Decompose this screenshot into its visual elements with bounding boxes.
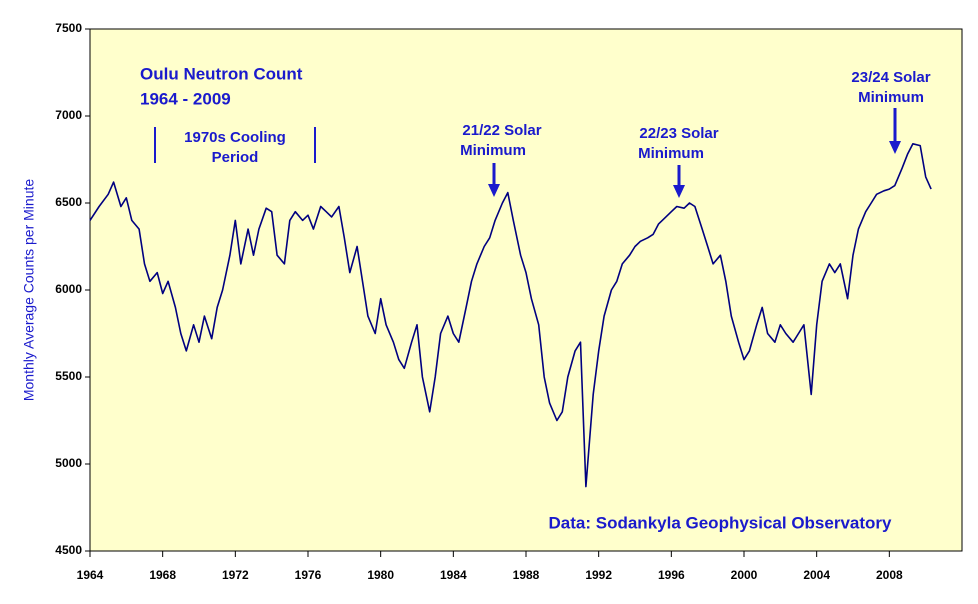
y-tick-label: 7500 bbox=[55, 21, 82, 35]
y-tick-label: 6500 bbox=[55, 195, 82, 209]
arrow-head bbox=[889, 141, 901, 154]
x-tick-label: 1988 bbox=[513, 568, 540, 582]
x-tick-label: 1976 bbox=[295, 568, 322, 582]
chart-title: Oulu Neutron Count bbox=[140, 64, 303, 83]
annotation: 23/24 Solar bbox=[851, 69, 930, 86]
x-tick-label: 1980 bbox=[367, 568, 394, 582]
arrow-head bbox=[488, 184, 500, 197]
x-tick-label: 1984 bbox=[440, 568, 467, 582]
marks: 4500 5000 5500 6000 6500 7000 7500 1964 1968 1972… bbox=[55, 21, 932, 582]
x-tick-label: 1972 bbox=[222, 568, 249, 582]
x-tick-label: 2008 bbox=[876, 568, 903, 582]
source-note: Data: Sodankyla Geophysical Observatory bbox=[549, 513, 893, 532]
annotation: 22/23 Solar bbox=[639, 125, 718, 142]
x-tick-label: 2000 bbox=[731, 568, 758, 582]
annotation: Minimum bbox=[460, 142, 526, 159]
plot-area bbox=[89, 28, 963, 552]
y-tick-label: 7000 bbox=[55, 108, 82, 122]
annotation: 21/22 Solar bbox=[462, 122, 541, 139]
annotation: Minimum bbox=[638, 145, 704, 162]
arrow-head bbox=[673, 185, 685, 198]
x-tick-label: 1996 bbox=[658, 568, 685, 582]
y-tick-label: 4500 bbox=[55, 543, 82, 557]
y-tick-label: 6000 bbox=[55, 282, 82, 296]
x-tick-label: 1992 bbox=[585, 568, 612, 582]
y-tick-label: 5000 bbox=[55, 456, 82, 470]
annotation: 1970s Cooling bbox=[184, 129, 286, 146]
data-line bbox=[89, 143, 932, 488]
y-axis-label: Monthly Average Counts per Minute bbox=[21, 179, 37, 402]
y-tick-label: 5500 bbox=[55, 369, 82, 383]
annotation: Period bbox=[212, 149, 259, 166]
chart-title: 1964 - 2009 bbox=[140, 89, 231, 108]
annotation: Minimum bbox=[858, 89, 924, 106]
x-tick-label: 2004 bbox=[803, 568, 830, 582]
x-tick-label: 1964 bbox=[77, 568, 104, 582]
x-tick-label: 1968 bbox=[149, 568, 176, 582]
